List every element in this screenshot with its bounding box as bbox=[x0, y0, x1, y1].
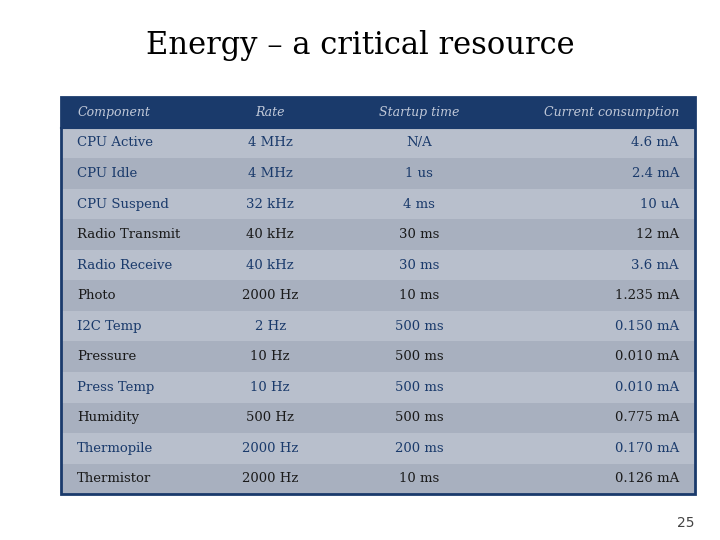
Text: 2000 Hz: 2000 Hz bbox=[242, 442, 299, 455]
Bar bbox=[61, 189, 695, 219]
Text: 12 mA: 12 mA bbox=[636, 228, 679, 241]
Text: 40 kHz: 40 kHz bbox=[246, 259, 294, 272]
Text: 2000 Hz: 2000 Hz bbox=[242, 289, 299, 302]
Text: 500 ms: 500 ms bbox=[395, 381, 444, 394]
Text: 10 ms: 10 ms bbox=[399, 289, 439, 302]
Text: 3.6 mA: 3.6 mA bbox=[631, 259, 679, 272]
Text: 32 kHz: 32 kHz bbox=[246, 198, 294, 211]
Text: 500 Hz: 500 Hz bbox=[246, 411, 294, 424]
Text: 2.4 mA: 2.4 mA bbox=[631, 167, 679, 180]
Text: Energy – a critical resource: Energy – a critical resource bbox=[145, 30, 575, 60]
Text: 0.775 mA: 0.775 mA bbox=[615, 411, 679, 424]
Bar bbox=[61, 311, 695, 341]
Text: Photo: Photo bbox=[77, 289, 115, 302]
Text: Press Temp: Press Temp bbox=[77, 381, 154, 394]
Text: 0.126 mA: 0.126 mA bbox=[615, 472, 679, 485]
Bar bbox=[61, 372, 695, 402]
Bar bbox=[61, 250, 695, 280]
Bar bbox=[61, 97, 695, 128]
Text: Startup time: Startup time bbox=[379, 106, 459, 119]
Text: Radio Transmit: Radio Transmit bbox=[77, 228, 180, 241]
Text: Pressure: Pressure bbox=[77, 350, 136, 363]
Bar bbox=[61, 219, 695, 250]
Text: N/A: N/A bbox=[406, 137, 432, 150]
Text: 10 Hz: 10 Hz bbox=[251, 350, 290, 363]
Text: Rate: Rate bbox=[256, 106, 285, 119]
Text: Thermopile: Thermopile bbox=[77, 442, 153, 455]
Text: 200 ms: 200 ms bbox=[395, 442, 444, 455]
Text: 10 uA: 10 uA bbox=[640, 198, 679, 211]
Text: 30 ms: 30 ms bbox=[399, 228, 439, 241]
Bar bbox=[61, 97, 695, 494]
Text: Component: Component bbox=[77, 106, 150, 119]
Text: 500 ms: 500 ms bbox=[395, 411, 444, 424]
Text: 4 MHz: 4 MHz bbox=[248, 137, 293, 150]
Text: Radio Receive: Radio Receive bbox=[77, 259, 172, 272]
Text: 0.010 mA: 0.010 mA bbox=[615, 381, 679, 394]
Text: 0.170 mA: 0.170 mA bbox=[615, 442, 679, 455]
Text: CPU Suspend: CPU Suspend bbox=[77, 198, 169, 211]
Text: 2000 Hz: 2000 Hz bbox=[242, 472, 299, 485]
Text: CPU Idle: CPU Idle bbox=[77, 167, 138, 180]
Text: 25: 25 bbox=[678, 516, 695, 530]
Text: Current consumption: Current consumption bbox=[544, 106, 679, 119]
Bar bbox=[61, 280, 695, 311]
Text: Thermistor: Thermistor bbox=[77, 472, 151, 485]
Text: I2C Temp: I2C Temp bbox=[77, 320, 142, 333]
Text: 4.6 mA: 4.6 mA bbox=[631, 137, 679, 150]
Text: 40 kHz: 40 kHz bbox=[246, 228, 294, 241]
Bar bbox=[61, 158, 695, 189]
Text: 4 ms: 4 ms bbox=[403, 198, 435, 211]
Text: 2 Hz: 2 Hz bbox=[255, 320, 286, 333]
Text: 1 us: 1 us bbox=[405, 167, 433, 180]
Text: 30 ms: 30 ms bbox=[399, 259, 439, 272]
Text: 500 ms: 500 ms bbox=[395, 320, 444, 333]
Text: 4 MHz: 4 MHz bbox=[248, 167, 293, 180]
Text: 10 Hz: 10 Hz bbox=[251, 381, 290, 394]
Bar bbox=[61, 128, 695, 158]
Bar bbox=[61, 341, 695, 372]
Text: 1.235 mA: 1.235 mA bbox=[615, 289, 679, 302]
Bar bbox=[61, 433, 695, 463]
Text: CPU Active: CPU Active bbox=[77, 137, 153, 150]
Text: 0.010 mA: 0.010 mA bbox=[615, 350, 679, 363]
Bar bbox=[61, 463, 695, 494]
Text: Humidity: Humidity bbox=[77, 411, 139, 424]
Text: 500 ms: 500 ms bbox=[395, 350, 444, 363]
Bar bbox=[61, 402, 695, 433]
Text: 10 ms: 10 ms bbox=[399, 472, 439, 485]
Text: 0.150 mA: 0.150 mA bbox=[615, 320, 679, 333]
